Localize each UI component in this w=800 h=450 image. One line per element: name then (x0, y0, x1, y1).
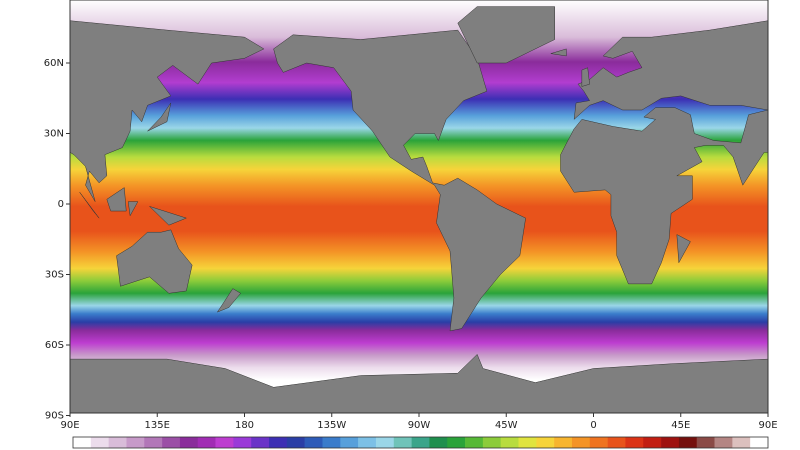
colorbar-swatch (589, 437, 608, 448)
lat-label: 30S (45, 270, 64, 281)
colorbar-swatch (607, 437, 626, 448)
landmass (106, 187, 127, 212)
colorbar-swatch (144, 437, 163, 448)
lon-label: 135W (317, 420, 346, 431)
lat-label: 30N (44, 129, 64, 140)
colorbar-swatch (286, 437, 305, 448)
colorbar-swatch (714, 437, 733, 448)
colorbar-swatch (358, 437, 377, 448)
colorbar-swatch (375, 437, 395, 448)
colorbar-swatch (465, 437, 484, 448)
colorbar-swatch (643, 437, 662, 448)
colorbar-swatch (482, 437, 501, 448)
colorbar-swatch (429, 437, 448, 448)
landmass (147, 102, 172, 132)
colorbar-swatch (304, 437, 323, 448)
colorbar-swatch (447, 437, 466, 448)
colorbar-swatch (393, 437, 412, 448)
colorbar-swatch (678, 437, 698, 448)
landmass (70, 353, 768, 413)
colorbar-swatch (536, 437, 555, 448)
colorbar-swatch (251, 437, 270, 448)
lat-label: 60S (45, 340, 64, 351)
colorbar-swatch (554, 437, 573, 448)
lon-label: 45E (671, 420, 690, 431)
colorbar-swatch (269, 437, 288, 448)
landmass (127, 201, 139, 217)
lon-label: 135E (145, 420, 170, 431)
lon-label: 45W (495, 420, 518, 431)
landmass (560, 107, 768, 285)
landmass (550, 48, 567, 57)
colorbar-swatch (215, 437, 234, 448)
lon-label: 90E (60, 420, 79, 431)
lat-label: 0 (58, 199, 64, 210)
colorbar-swatch (750, 437, 769, 448)
landmass (676, 234, 691, 264)
colorbar (72, 436, 769, 449)
landmass (149, 206, 188, 226)
colorbar-swatch (661, 437, 680, 448)
landmass (70, 20, 265, 202)
colorbar-swatch (411, 437, 430, 448)
colorbar-swatch (322, 437, 341, 448)
colorbar-frame (72, 436, 769, 449)
colorbar-swatch (179, 437, 199, 448)
colorbar-swatch (732, 437, 751, 448)
colorbar-swatch (518, 437, 537, 448)
lat-label: 90S (45, 411, 64, 422)
colorbar-swatch (90, 437, 109, 448)
landmass (581, 67, 590, 87)
colorbar-swatch (571, 437, 591, 448)
landmass (79, 192, 100, 219)
landmass (216, 288, 241, 313)
lon-label: 90W (408, 420, 431, 431)
lon-label: 0 (590, 420, 596, 431)
colorbar-swatch (625, 437, 644, 448)
colorbar-swatch (340, 437, 359, 448)
lon-label: 90E (758, 420, 777, 431)
colorbar-swatch (126, 437, 145, 448)
colorbar-swatch (162, 437, 181, 448)
landmass (273, 29, 526, 332)
lon-label: 180 (235, 420, 254, 431)
colorbar-swatch (696, 437, 715, 448)
land (70, 6, 768, 413)
colorbar-swatch (197, 437, 216, 448)
colorbar-swatch (233, 437, 252, 448)
colorbar-swatch (73, 437, 92, 448)
landmass (457, 6, 555, 64)
colorbar-swatch (500, 437, 519, 448)
landmass (116, 229, 193, 294)
lat-label: 60N (44, 58, 64, 69)
colorbar-swatch (108, 437, 127, 448)
